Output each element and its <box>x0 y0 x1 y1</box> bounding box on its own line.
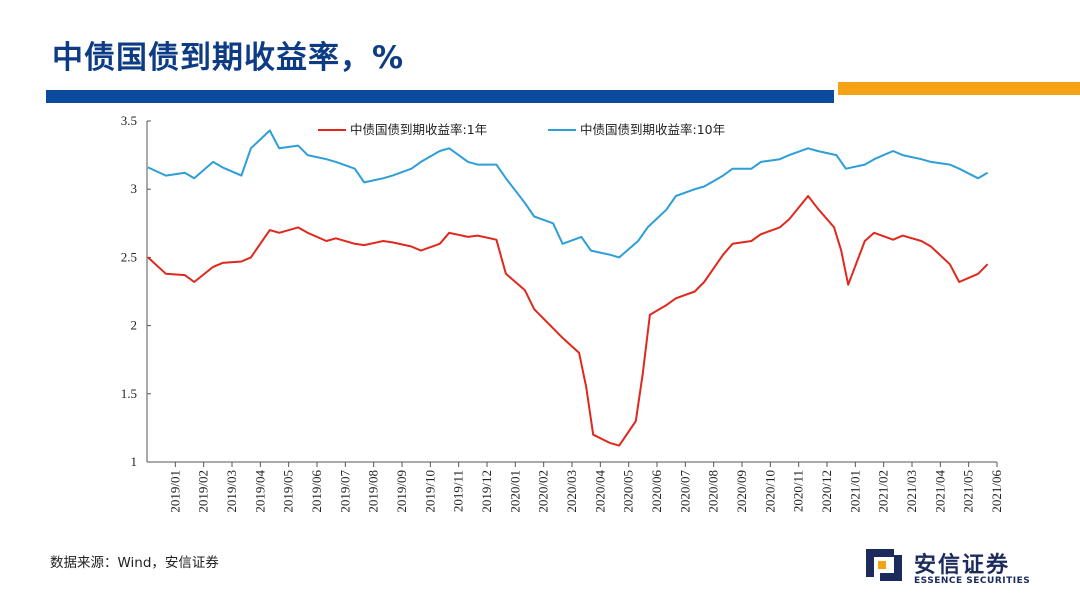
x-tick-label: 2021/01 <box>847 470 862 513</box>
x-tick-label: 2020/09 <box>734 470 749 513</box>
x-tick-label: 2019/04 <box>252 470 267 513</box>
x-tick-label: 2019/03 <box>224 470 239 513</box>
y-tick-label: 3 <box>131 181 138 196</box>
chart-axes: 1 1.5 2 2.5 3 3.5 2019/01 2019/02 2019/03 2019/04… <box>121 113 1004 513</box>
x-tick-label: 2021/04 <box>932 470 947 513</box>
x-tick-label: 2019/05 <box>281 470 296 513</box>
series-line-1y <box>147 195 989 447</box>
y-tick-label: 1.5 <box>121 386 137 401</box>
chart-legend: 中债国债到期收益率:1年 中债国债到期收益率:10年 <box>318 122 725 137</box>
x-tick-label: 2019/09 <box>394 470 409 513</box>
legend-label: 中债国债到期收益率:1年 <box>350 122 487 137</box>
x-tick-label: 2020/03 <box>564 470 579 513</box>
x-tick-label: 2019/02 <box>196 470 211 513</box>
series-line-10y <box>147 129 989 259</box>
title-underline-orange <box>838 82 1080 95</box>
x-tick-label: 2020/05 <box>621 470 636 513</box>
chart-series-layer <box>147 129 989 447</box>
x-tick-label: 2021/03 <box>904 470 919 513</box>
x-tick-label: 2020/08 <box>706 470 721 513</box>
x-tick-label: 2019/01 <box>167 470 182 513</box>
data-source-note: 数据来源：Wind，安信证券 <box>50 555 219 571</box>
y-tick-label: 1 <box>131 454 138 469</box>
company-logo: 安信证券 ESSENCE SECURITIES <box>864 545 1064 591</box>
y-tick-label: 2.5 <box>121 249 137 264</box>
x-tick-label: 2020/01 <box>507 470 522 513</box>
logo-mark-icon <box>864 545 904 585</box>
y-tick-label: 2 <box>131 318 138 333</box>
x-tick-label: 2020/04 <box>592 470 607 513</box>
x-tick-label: 2019/06 <box>309 470 324 513</box>
x-tick-label: 2020/02 <box>536 470 551 513</box>
x-tick-label: 2019/11 <box>451 470 466 512</box>
logo-english-name: ESSENCE SECURITIES <box>914 576 1031 586</box>
legend-label: 中债国债到期收益率:10年 <box>580 122 725 137</box>
x-tick-label: 2020/12 <box>819 470 834 513</box>
x-tick-label: 2021/06 <box>989 470 1004 513</box>
x-tick-label: 2020/07 <box>677 470 692 513</box>
x-tick-label: 2019/10 <box>422 470 437 513</box>
slide-title: 中债国债到期收益率，% <box>52 40 405 76</box>
x-tick-label: 2020/06 <box>649 470 664 513</box>
x-tick-label: 2021/02 <box>876 470 891 513</box>
x-tick-label: 2019/07 <box>337 470 352 513</box>
logo-chinese-name: 安信证券 <box>914 553 1011 578</box>
x-tick-label: 2020/10 <box>762 470 777 513</box>
x-tick-label: 2021/05 <box>961 470 976 513</box>
title-underline-blue <box>46 90 834 103</box>
x-tick-label: 2020/11 <box>791 470 806 512</box>
y-tick-label: 3.5 <box>121 113 137 128</box>
x-tick-label: 2019/08 <box>366 470 381 513</box>
x-tick-label: 2019/12 <box>479 470 494 513</box>
